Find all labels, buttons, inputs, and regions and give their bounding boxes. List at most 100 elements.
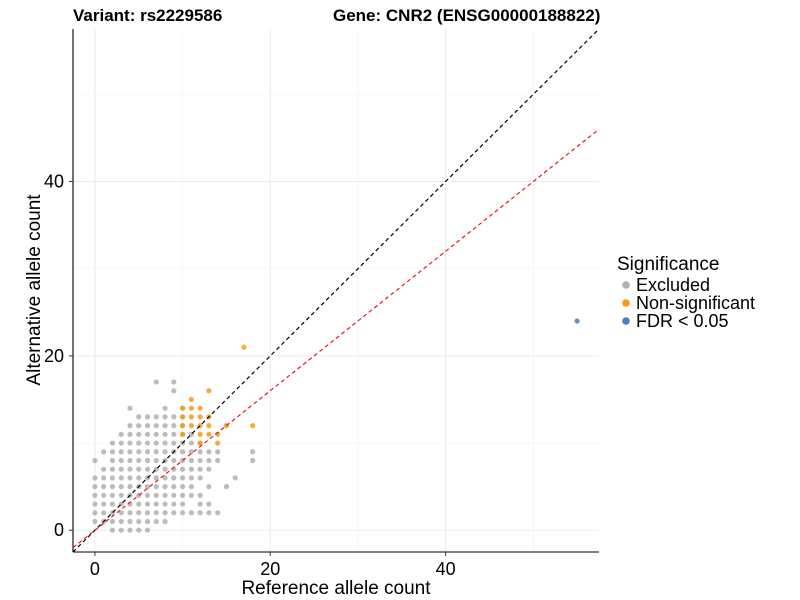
point-excluded [197, 492, 203, 498]
x-tick-label: 20 [260, 559, 280, 579]
point-excluded [127, 518, 133, 525]
point-excluded [171, 501, 177, 507]
point-excluded [153, 484, 159, 490]
point-excluded [92, 492, 98, 498]
point-excluded [101, 492, 107, 498]
point-excluded [171, 484, 177, 490]
point-excluded [144, 527, 151, 533]
point-excluded [153, 501, 159, 507]
axes [69, 29, 599, 556]
point-excluded [206, 457, 212, 464]
point-excluded [197, 501, 203, 507]
point-excluded [188, 475, 194, 481]
point-fdr-0-05 [574, 318, 580, 324]
reference-lines [72, 28, 600, 553]
point-excluded [162, 475, 168, 481]
point-excluded [118, 510, 124, 516]
point-non-significant [179, 423, 186, 429]
point-excluded [136, 518, 142, 525]
legend-label-excluded: Excluded [636, 275, 710, 295]
point-excluded [171, 440, 177, 446]
point-excluded [179, 475, 186, 481]
point-excluded [188, 484, 194, 490]
legend-label-non-significant: Non-significant [636, 293, 755, 313]
point-excluded [136, 414, 142, 420]
point-excluded [127, 510, 133, 516]
grid-lines [73, 29, 599, 552]
point-excluded [136, 440, 142, 446]
point-excluded [162, 484, 168, 490]
legend: Significance ExcludedNon-significantFDR … [617, 254, 755, 331]
point-excluded [127, 431, 133, 437]
point-excluded [162, 440, 168, 446]
chart-title-variant: Variant: rs2229586 [73, 6, 222, 25]
point-excluded [188, 492, 194, 498]
point-excluded [250, 457, 256, 464]
point-non-significant [197, 440, 203, 446]
point-excluded [188, 457, 194, 464]
point-excluded [118, 475, 124, 481]
point-excluded [144, 449, 151, 455]
point-excluded [127, 449, 133, 455]
point-excluded [144, 466, 151, 472]
point-excluded [92, 475, 98, 481]
point-excluded [144, 510, 151, 516]
legend-key-non-significant [622, 299, 630, 307]
point-excluded [197, 466, 203, 472]
point-excluded [136, 457, 142, 464]
point-excluded [188, 440, 194, 446]
point-excluded [171, 492, 177, 498]
point-excluded [153, 492, 159, 498]
point-excluded [206, 510, 212, 516]
point-excluded [144, 501, 151, 507]
point-excluded [188, 510, 194, 516]
point-excluded [109, 527, 116, 533]
point-excluded [179, 501, 186, 507]
y-tick-label: 20 [44, 346, 64, 366]
point-excluded [171, 423, 177, 429]
data-points [92, 318, 580, 533]
point-excluded [153, 475, 159, 481]
legend-title: Significance [617, 254, 719, 275]
point-excluded [127, 440, 133, 446]
point-excluded [215, 457, 221, 464]
x-axis-title: Reference allele count [241, 578, 431, 599]
point-excluded [101, 449, 107, 455]
point-excluded [153, 423, 159, 429]
legend-key-fdr-0-05 [622, 317, 630, 325]
point-excluded [197, 457, 203, 464]
point-non-significant [197, 405, 203, 411]
point-excluded [92, 501, 98, 507]
point-excluded [215, 510, 221, 516]
point-excluded [162, 501, 168, 507]
point-excluded [101, 510, 107, 516]
point-excluded [232, 475, 238, 481]
point-excluded [153, 510, 159, 516]
point-excluded [92, 518, 98, 525]
point-excluded [136, 423, 142, 429]
point-excluded [144, 440, 151, 446]
y-axis-title: Alternative allele count [24, 194, 45, 386]
point-excluded [250, 449, 256, 455]
point-excluded [109, 518, 116, 525]
point-excluded [118, 492, 124, 498]
point-excluded [127, 527, 133, 533]
point-excluded [118, 440, 124, 446]
point-excluded [206, 484, 212, 490]
point-excluded [171, 379, 177, 385]
point-excluded [153, 431, 159, 437]
point-excluded [153, 379, 159, 385]
point-excluded [118, 518, 124, 525]
point-excluded [162, 518, 168, 525]
point-excluded [127, 405, 133, 411]
point-excluded [188, 466, 194, 472]
reference-line-identity [72, 28, 600, 553]
point-excluded [144, 431, 151, 437]
point-excluded [109, 449, 116, 455]
point-excluded [136, 449, 142, 455]
point-excluded [223, 484, 230, 490]
point-excluded [109, 466, 116, 472]
point-excluded [144, 484, 151, 490]
point-excluded [144, 518, 151, 525]
